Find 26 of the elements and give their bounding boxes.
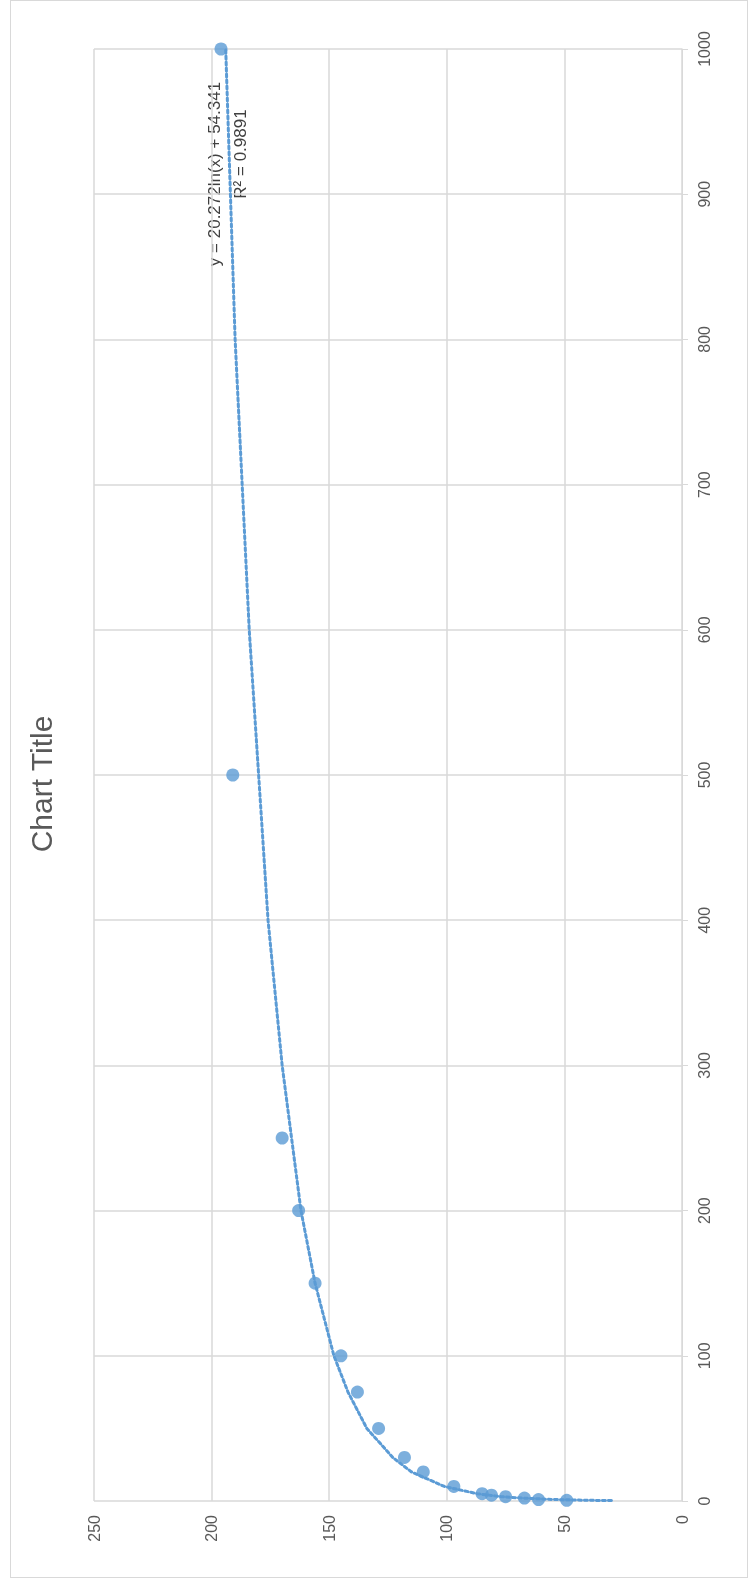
point [397, 1450, 411, 1464]
y-tick-label: 700 [695, 471, 713, 498]
x-tick-label: 200 [203, 1514, 221, 1542]
y-tick-label: 600 [695, 616, 713, 644]
y-tick-label: 300 [695, 1051, 713, 1079]
point [275, 1131, 289, 1145]
point [226, 768, 240, 782]
annotation: R² = 0.9891 [230, 109, 250, 199]
annotation: y = 20.272ln(x) + 54.341 [204, 81, 224, 267]
y-tick-label: 1000 [695, 31, 713, 67]
point [372, 1421, 386, 1435]
y-tick-label: 100 [695, 1342, 713, 1370]
x-tick-label: 100 [438, 1514, 456, 1542]
y-tick-label: 200 [695, 1197, 713, 1224]
y-tick-label: 800 [695, 325, 713, 353]
x-tick-label: 0 [673, 1514, 691, 1524]
x-tick-label: 150 [320, 1514, 338, 1542]
y-tick-label: 400 [695, 906, 713, 934]
text: Chart Title [24, 715, 58, 853]
x-tick-label: 50 [555, 1514, 573, 1533]
point [350, 1385, 364, 1399]
x-tick-label: 250 [85, 1514, 103, 1542]
y-tick-label: 900 [695, 180, 713, 208]
point [334, 1349, 348, 1363]
y-tick-label: 500 [695, 761, 713, 789]
y-tick-label: 0 [695, 1496, 713, 1506]
